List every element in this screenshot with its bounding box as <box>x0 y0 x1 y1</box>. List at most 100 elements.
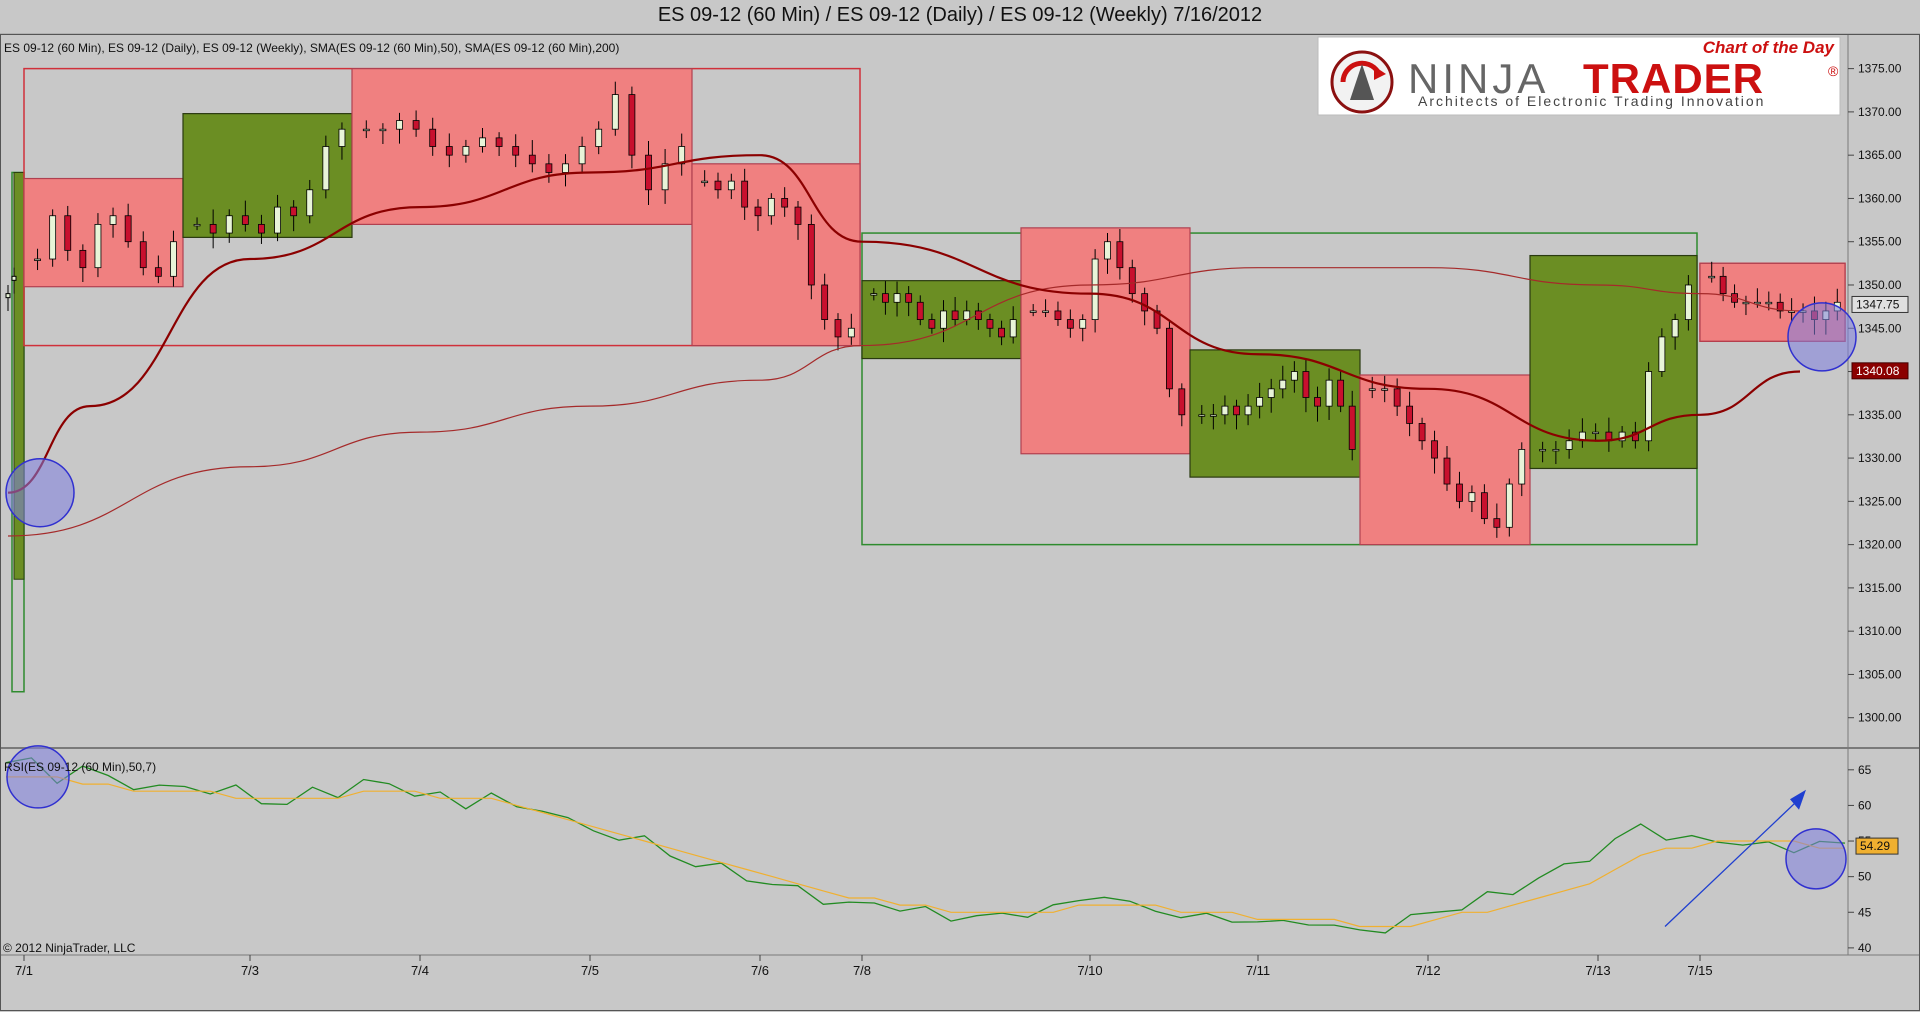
time-axis[interactable]: 7/1 7/3 7/4 7/5 7/6 7/8 7/10 7/11 7/12 7/13 7/15 <box>15 955 1713 978</box>
trend-arrow-line <box>1664 797 1801 927</box>
candle-body <box>1325 379 1333 407</box>
time-tick-label: 7/5 <box>581 963 599 978</box>
candle-body <box>479 137 486 147</box>
rsi-average-line <box>6 776 1845 928</box>
candle-body <box>1209 414 1217 417</box>
last-price-label: 1347.75 <box>1856 297 1900 311</box>
sma50-value-label: 1340.08 <box>1856 364 1900 378</box>
moving-averages <box>7 154 1801 537</box>
candle-body <box>870 293 878 296</box>
candle-body <box>11 275 17 281</box>
candle-body <box>821 284 829 320</box>
sma50-line <box>7 154 1801 494</box>
candle-body <box>661 163 669 191</box>
candle-body <box>225 215 233 234</box>
candle-body <box>512 146 520 156</box>
candle-body <box>1618 431 1626 442</box>
candle-body <box>1244 405 1252 416</box>
candle-body <box>645 154 652 191</box>
candle-body <box>1592 431 1600 435</box>
time-tick-label: 7/4 <box>411 963 429 978</box>
candle-body <box>781 198 789 208</box>
price-tick-label: 1375.00 <box>1858 62 1902 76</box>
time-tick-label: 7/11 <box>1246 963 1270 978</box>
rsi-tick-label: 45 <box>1858 905 1872 919</box>
candle-body <box>1468 492 1476 502</box>
candle-body <box>754 206 762 217</box>
candle-body <box>1765 301 1773 305</box>
rsi-tick-label: 50 <box>1858 870 1872 884</box>
candle-body <box>578 146 586 165</box>
candle-body <box>1565 440 1573 450</box>
candle-body <box>794 206 802 225</box>
daily-box <box>1189 349 1361 478</box>
candle-body <box>1221 405 1229 416</box>
price-panel-label: ES 09-12 (60 Min), ES 09-12 (Daily), ES … <box>4 41 619 55</box>
candle-body <box>274 206 281 234</box>
brand-trader-text: TRADER <box>1583 55 1764 102</box>
candle-body <box>940 310 947 329</box>
candle-body <box>1742 301 1750 305</box>
price-axis[interactable]: 1300.00 1305.00 1310.00 1315.00 1320.00 1325.… <box>1848 62 1909 725</box>
candle-body <box>1198 414 1206 417</box>
rsi-line <box>5 757 1846 934</box>
candle-body <box>1443 457 1451 485</box>
candle-body <box>1493 518 1501 528</box>
price-tick-label: 1305.00 <box>1858 667 1902 681</box>
candle-body <box>1719 275 1727 295</box>
candle-body <box>209 223 217 234</box>
candle-body <box>1233 405 1240 416</box>
price-tick-label: 1330.00 <box>1858 451 1902 465</box>
candle-body <box>1141 293 1149 312</box>
rsi-tick-label: 60 <box>1858 798 1872 812</box>
candle-body <box>1658 336 1666 372</box>
registered-mark: ® <box>1828 63 1839 79</box>
candle-body <box>1684 284 1692 320</box>
candle-body <box>49 215 57 260</box>
chart-title: ES 09-12 (60 Min) / ES 09-12 (Daily) / E… <box>657 4 1263 26</box>
chart-of-day-text: Chart of the Day <box>1703 38 1836 57</box>
candle-body <box>767 198 775 217</box>
price-tick-label: 1320.00 <box>1858 538 1902 552</box>
daily-box <box>691 163 861 347</box>
candle-body <box>1776 301 1784 312</box>
price-tick-label: 1360.00 <box>1858 191 1902 205</box>
candle-body <box>1166 327 1173 390</box>
price-tick-label: 1315.00 <box>1858 581 1902 595</box>
price-tick-label: 1310.00 <box>1858 624 1902 638</box>
candle-body <box>1267 388 1275 398</box>
candle-body <box>412 120 420 130</box>
candle-body <box>338 128 346 147</box>
time-tick-label: 7/6 <box>751 963 769 978</box>
candle-body <box>154 267 162 277</box>
candle-body <box>322 146 330 191</box>
candle-body <box>1302 371 1310 398</box>
sma200-line <box>7 267 1801 537</box>
candle-body <box>562 163 569 173</box>
price-tick-label: 1355.00 <box>1858 235 1902 249</box>
candle-body <box>701 180 709 184</box>
sma50-value-box <box>1851 362 1909 380</box>
hourly-candles <box>5 81 1841 538</box>
candle-body <box>963 310 971 321</box>
candle-body <box>241 215 249 225</box>
candle-body <box>124 215 132 243</box>
candle-body <box>611 94 619 130</box>
candle-body <box>928 319 936 329</box>
copyright-text: © 2012 NinjaTrader, LLC <box>3 941 136 955</box>
candle-body <box>847 327 855 338</box>
candle-body <box>528 154 536 165</box>
candle-body <box>834 319 842 338</box>
rsi-value-box <box>1855 837 1899 855</box>
candle-body <box>94 223 102 269</box>
candle-body <box>1368 388 1376 391</box>
candle-body <box>5 293 11 299</box>
rsi-panel-label: RSI(ES 09-12 (60 Min),50,7) <box>4 760 156 774</box>
candle-body <box>1029 310 1037 313</box>
daily-boxes <box>23 68 1846 546</box>
candle-body <box>998 327 1005 338</box>
candle-body <box>1708 275 1716 279</box>
price-tick-label: 1365.00 <box>1858 148 1902 162</box>
